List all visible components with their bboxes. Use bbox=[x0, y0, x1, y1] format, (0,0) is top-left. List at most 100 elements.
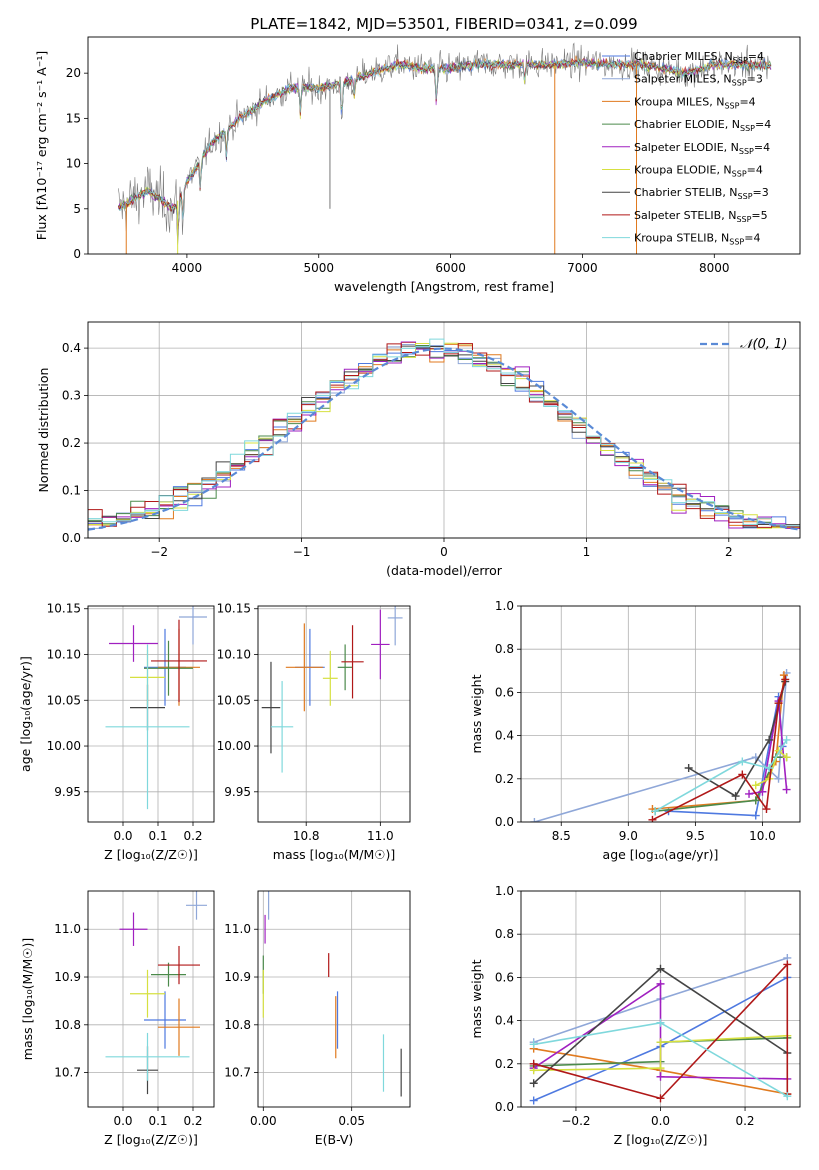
legend-n-prefix: , N bbox=[716, 73, 731, 86]
legend-n-prefix: , N bbox=[716, 164, 731, 177]
x-tick-label: 9.0 bbox=[619, 829, 638, 843]
y-tick-label: 10.9 bbox=[224, 970, 251, 984]
mass-weight-vs-z-panel: −0.2 0.0 0.2 0.0 0.2 0.4 0.6 0.8 1.0 Z [log₁₀(Z/Z… bbox=[469, 884, 801, 1147]
mass-vs-ebv-panel: 0.00 0.05 10.7 10.8 10.9 11.0 E(B-V) bbox=[224, 890, 411, 1147]
legend-entry: Salpeter STELIB, NSSP=5 bbox=[634, 209, 768, 224]
x-tick-label: 9.5 bbox=[686, 829, 705, 843]
y-tick-label: 20 bbox=[66, 66, 81, 80]
plot-area bbox=[117, 42, 772, 254]
x-tick-label: 0.05 bbox=[338, 1114, 365, 1128]
legend-nssp-eq: = bbox=[751, 209, 760, 222]
legend-entry: Kroupa STELIB, NSSP=4 bbox=[634, 232, 760, 247]
legend-subscript: SSP bbox=[724, 101, 739, 110]
y-tick-label: 0 bbox=[73, 247, 81, 261]
histogram-steps bbox=[88, 338, 800, 538]
legend-model-name: Salpeter ELODIE bbox=[634, 141, 724, 154]
axes-frame bbox=[520, 890, 801, 1108]
y-tick-label: 10.15 bbox=[217, 602, 251, 616]
legend-n-prefix: , N bbox=[721, 209, 736, 222]
legend-model-name: Chabrier ELODIE bbox=[634, 118, 725, 131]
x-tick-label: 0.2 bbox=[183, 1114, 202, 1128]
plus-marker bbox=[783, 1092, 792, 1101]
y-tick-label: 9.95 bbox=[54, 785, 81, 799]
plus-marker bbox=[783, 960, 792, 969]
y-tick-label: 0.4 bbox=[62, 341, 81, 355]
legend-nssp-value: 4 bbox=[757, 50, 764, 63]
x-tick-label: 7000 bbox=[567, 261, 598, 275]
legend-entry: Chabrier MILES, NSSP=4 bbox=[634, 50, 764, 65]
plus-marker bbox=[782, 735, 791, 744]
plus-marker bbox=[781, 675, 790, 684]
plus-marker bbox=[656, 964, 665, 973]
x-tick-label: −1 bbox=[293, 545, 311, 559]
x-tick-label: 0.0 bbox=[113, 1114, 132, 1128]
legend-entry: Kroupa ELODIE, NSSP=4 bbox=[634, 164, 763, 179]
y-axis-label: Flux [fλ10⁻¹⁷ erg cm⁻² s⁻¹ A⁻¹] bbox=[34, 51, 49, 240]
plus-marker bbox=[738, 757, 747, 766]
figure-title: PLATE=1842, MJD=53501, FIBERID=0341, z=0… bbox=[250, 15, 637, 33]
legend-model-name: Chabrier STELIB bbox=[634, 186, 722, 199]
plot-area bbox=[530, 668, 791, 822]
axes-frame bbox=[257, 605, 411, 823]
plus-marker bbox=[529, 1096, 538, 1105]
legend-nssp-eq: = bbox=[747, 164, 756, 177]
legend-model-name: Kroupa STELIB bbox=[634, 232, 714, 245]
y-tick-label: 0.2 bbox=[62, 436, 81, 450]
plot-area bbox=[262, 891, 402, 1097]
plus-marker bbox=[774, 774, 783, 783]
y-tick-label: 10.10 bbox=[217, 648, 251, 662]
x-tick-label: 8.5 bbox=[552, 829, 571, 843]
y-tick-label: 11.0 bbox=[224, 922, 251, 936]
y-axis-label: mass weight bbox=[469, 959, 484, 1038]
axes-frame bbox=[87, 890, 215, 1108]
legend-entry: Salpeter ELODIE, NSSP=4 bbox=[634, 141, 770, 156]
y-tick-label: 0.6 bbox=[495, 685, 514, 699]
plus-marker bbox=[738, 770, 747, 779]
y-tick-label: 10.00 bbox=[47, 739, 81, 753]
plus-marker bbox=[745, 789, 754, 798]
legend-model-name: Salpeter MILES bbox=[634, 73, 716, 86]
x-tick-label: 4000 bbox=[172, 261, 203, 275]
plus-marker bbox=[774, 699, 783, 708]
legend-entry: Kroupa MILES, NSSP=4 bbox=[634, 95, 756, 110]
plot-area bbox=[88, 338, 800, 538]
y-tick-label: 0.6 bbox=[495, 970, 514, 984]
y-tick-label: 1.0 bbox=[495, 599, 514, 613]
x-tick-label: 0.2 bbox=[183, 829, 202, 843]
y-tick-label: 10.7 bbox=[54, 1066, 81, 1080]
mass-weight-series bbox=[668, 696, 784, 817]
plus-marker bbox=[782, 753, 791, 762]
y-tick-label: 0.2 bbox=[495, 1057, 514, 1071]
mass-weight-series bbox=[755, 749, 788, 787]
plus-marker bbox=[648, 815, 657, 822]
legend-subscript: SSP bbox=[740, 124, 755, 133]
x-tick-label: 1 bbox=[583, 545, 591, 559]
plus-marker bbox=[751, 781, 760, 790]
mass-vs-z-panel: 0.0 0.1 0.2 10.7 10.8 10.9 11.0 Z [log₁₀(Z/Z☉)]… bbox=[20, 890, 215, 1147]
legend-nssp-value: 4 bbox=[756, 164, 763, 177]
x-axis-label: Z [log₁₀(Z/Z☉)] bbox=[104, 847, 198, 862]
y-tick-label: 0.4 bbox=[495, 1014, 514, 1028]
legend-nssp-value: 4 bbox=[764, 118, 771, 131]
plus-marker bbox=[731, 792, 740, 801]
legend-subscript: SSP bbox=[732, 79, 747, 88]
legend-entry: 𝒩(0, 1) bbox=[740, 337, 787, 352]
y-tick-label: 0.0 bbox=[495, 1100, 514, 1114]
x-axis-label: mass [log₁₀(M/M☉)] bbox=[273, 847, 395, 862]
y-axis-label: mass weight bbox=[469, 674, 484, 753]
plus-marker bbox=[529, 1059, 538, 1068]
y-tick-label: 0.4 bbox=[495, 729, 514, 743]
age-vs-z-panel: 0.0 0.1 0.2 9.95 10.00 10.05 10.10 10.15 Z [log₁… bbox=[18, 602, 215, 862]
mass-weight-series bbox=[533, 1034, 788, 1072]
legend-n-prefix: , N bbox=[722, 186, 737, 199]
legend-nssp-eq: = bbox=[754, 141, 763, 154]
axes-frame bbox=[520, 605, 801, 823]
y-tick-label: 1.0 bbox=[495, 884, 514, 898]
legend-subscript: SSP bbox=[739, 147, 754, 156]
legend-nssp-eq: = bbox=[753, 186, 762, 199]
plus-marker bbox=[530, 818, 539, 822]
x-tick-label: 2 bbox=[725, 545, 733, 559]
legend-subscript: SSP bbox=[729, 238, 744, 247]
plus-marker bbox=[656, 1018, 665, 1027]
